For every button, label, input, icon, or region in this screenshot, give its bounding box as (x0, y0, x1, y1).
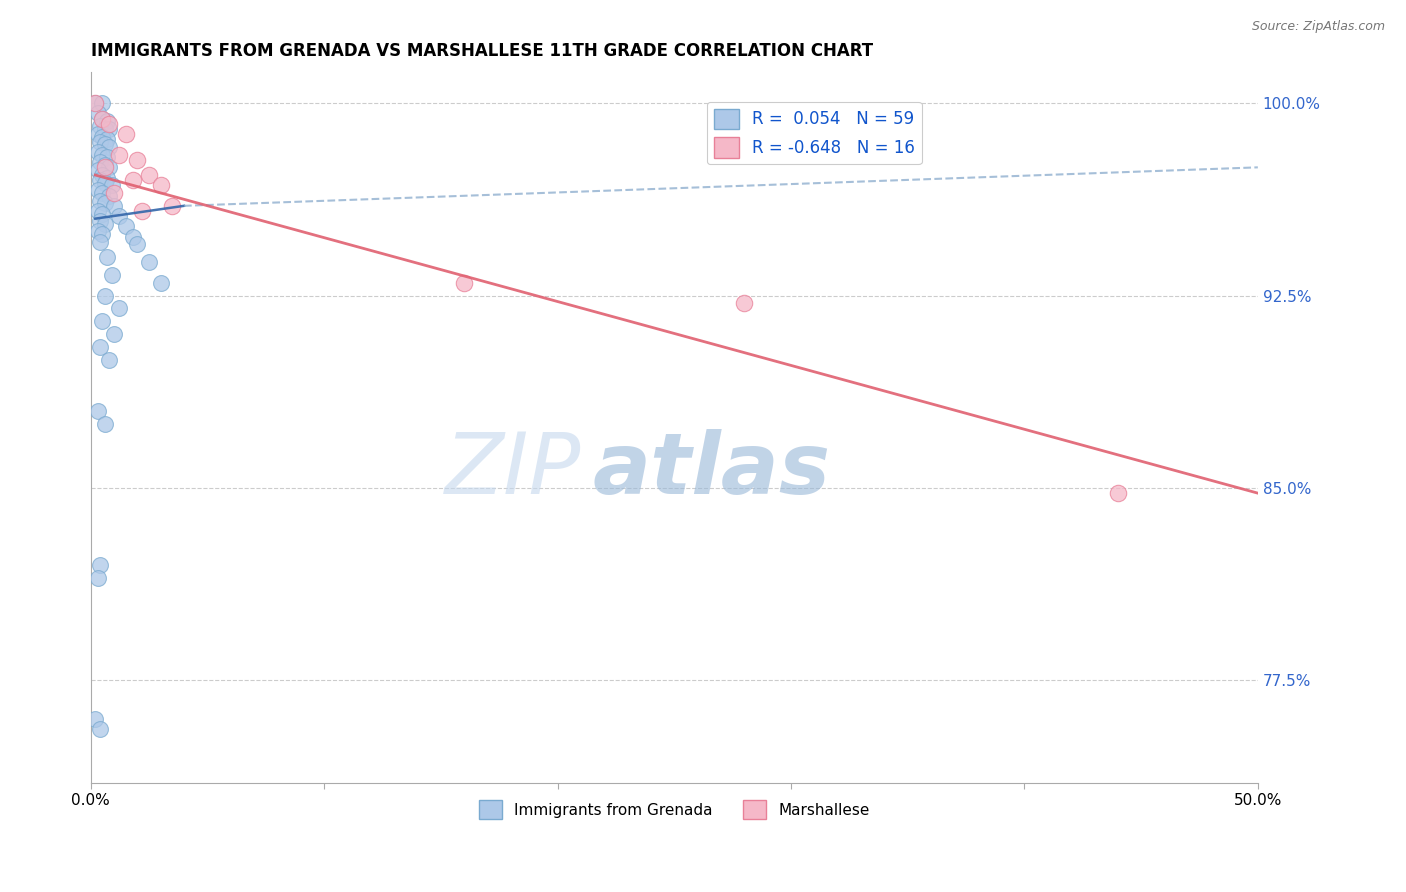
Point (149, 178, 172, 193)
Point (86, 106, 108, 120)
Point (103, 327, 125, 342)
Point (138, 168, 160, 182)
Point (100, 178, 122, 193)
Point (131, 203, 153, 218)
Point (107, 147, 129, 161)
Point (114, 219, 136, 234)
Point (89, 214, 111, 228)
Point (96, 150, 118, 164)
Point (127, 237, 149, 252)
Point (162, 199, 184, 213)
Point (107, 209, 129, 223)
Point (93, 196, 115, 211)
Point (98, 140, 121, 154)
Point (84, 96, 107, 111)
Point (127, 153, 149, 167)
Point (84, 96, 107, 111)
Point (103, 199, 125, 213)
Point (93, 158, 115, 172)
Point (86, 127, 108, 141)
Point (121, 229, 143, 244)
Legend: Immigrants from Grenada, Marshallese: Immigrants from Grenada, Marshallese (472, 794, 876, 825)
Text: Source: ZipAtlas.com: Source: ZipAtlas.com (1251, 20, 1385, 33)
Point (89, 120, 111, 134)
Point (89, 235, 111, 249)
Point (86, 183, 108, 197)
Point (86, 404, 108, 418)
Point (121, 173, 143, 187)
Point (98, 117, 121, 131)
Point (91, 147, 114, 161)
Point (89, 135, 111, 149)
Point (91, 112, 114, 126)
Point (91, 168, 114, 182)
Point (89, 155, 111, 169)
Point (89, 340, 111, 354)
Point (93, 161, 115, 175)
Point (98, 188, 121, 202)
Point (93, 217, 115, 231)
Text: IMMIGRANTS FROM GRENADA VS MARSHALLESE 11TH GRADE CORRELATION CHART: IMMIGRANTS FROM GRENADA VS MARSHALLESE 1… (90, 42, 873, 60)
Point (91, 112, 114, 126)
Point (96, 114, 118, 128)
Point (84, 712, 107, 726)
Point (89, 558, 111, 572)
Point (93, 137, 115, 152)
Point (93, 176, 115, 190)
Point (1107, 486, 1129, 500)
Point (103, 186, 125, 200)
Point (91, 227, 114, 241)
Point (89, 173, 111, 187)
Point (93, 288, 115, 302)
Point (91, 186, 114, 200)
Point (86, 162, 108, 177)
Point (96, 250, 118, 264)
Point (733, 296, 755, 310)
Point (138, 255, 160, 269)
Point (93, 417, 115, 431)
Point (149, 276, 172, 290)
Point (107, 301, 129, 316)
Point (91, 206, 114, 220)
Point (98, 352, 121, 367)
Point (453, 276, 475, 290)
Point (114, 127, 136, 141)
Point (89, 722, 111, 736)
Point (100, 268, 122, 282)
Point (91, 96, 114, 111)
Point (98, 161, 121, 175)
Text: ZIP: ZIP (444, 429, 581, 512)
Point (96, 170, 118, 185)
Point (89, 194, 111, 208)
Point (91, 314, 114, 328)
Point (86, 203, 108, 218)
Point (96, 132, 118, 146)
Point (98, 121, 121, 136)
Point (86, 571, 108, 585)
Point (86, 225, 108, 239)
Text: atlas: atlas (592, 429, 831, 512)
Point (91, 129, 114, 144)
Point (86, 145, 108, 159)
Point (93, 121, 115, 136)
